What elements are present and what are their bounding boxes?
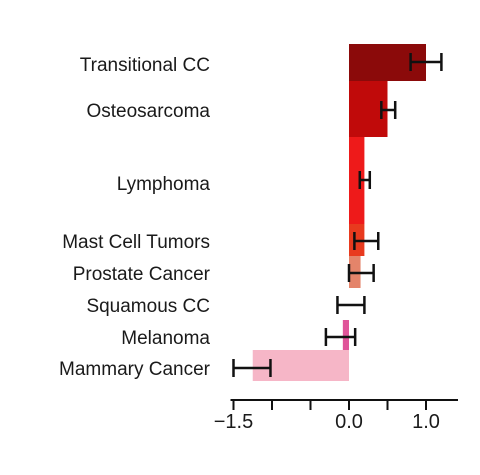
category-label: Lymphoma (117, 174, 211, 195)
error-bar-prostate-cancer (347, 264, 375, 282)
error-bar-squamous-cc (336, 296, 366, 314)
bar-melanoma (342, 320, 349, 350)
error-bars-layer (232, 53, 443, 377)
category-label: Prostate Cancer (73, 264, 211, 285)
error-bar-osteosarcoma (380, 101, 397, 119)
category-label: Transitional CC (80, 55, 210, 76)
error-bar-lymphoma (358, 171, 372, 189)
error-bar-melanoma (324, 328, 357, 346)
x-tick-label: 1.0 (412, 411, 440, 433)
bars-layer (252, 44, 426, 381)
category-label: Mammary Cancer (59, 359, 211, 380)
x-axis: −1.5 0.0 1.0 (214, 399, 458, 433)
category-label: Osteosarcoma (86, 101, 210, 122)
error-bar-mast-cell-tumors (353, 232, 380, 250)
category-label: Melanoma (121, 328, 210, 349)
bar-mammary-cancer (252, 350, 349, 381)
category-label: Mast Cell Tumors (62, 232, 210, 253)
error-bar-mammary-cancer (232, 359, 272, 377)
x-tick-label: 0.0 (335, 411, 363, 433)
x-tick-label: −1.5 (214, 411, 253, 433)
category-label: Squamous CC (86, 296, 210, 317)
category-labels: Transitional CC Osteosarcoma Lymphoma Mast … (59, 55, 211, 380)
error-bar-transitional-cc (409, 53, 443, 71)
bar-lymphoma (349, 137, 365, 224)
